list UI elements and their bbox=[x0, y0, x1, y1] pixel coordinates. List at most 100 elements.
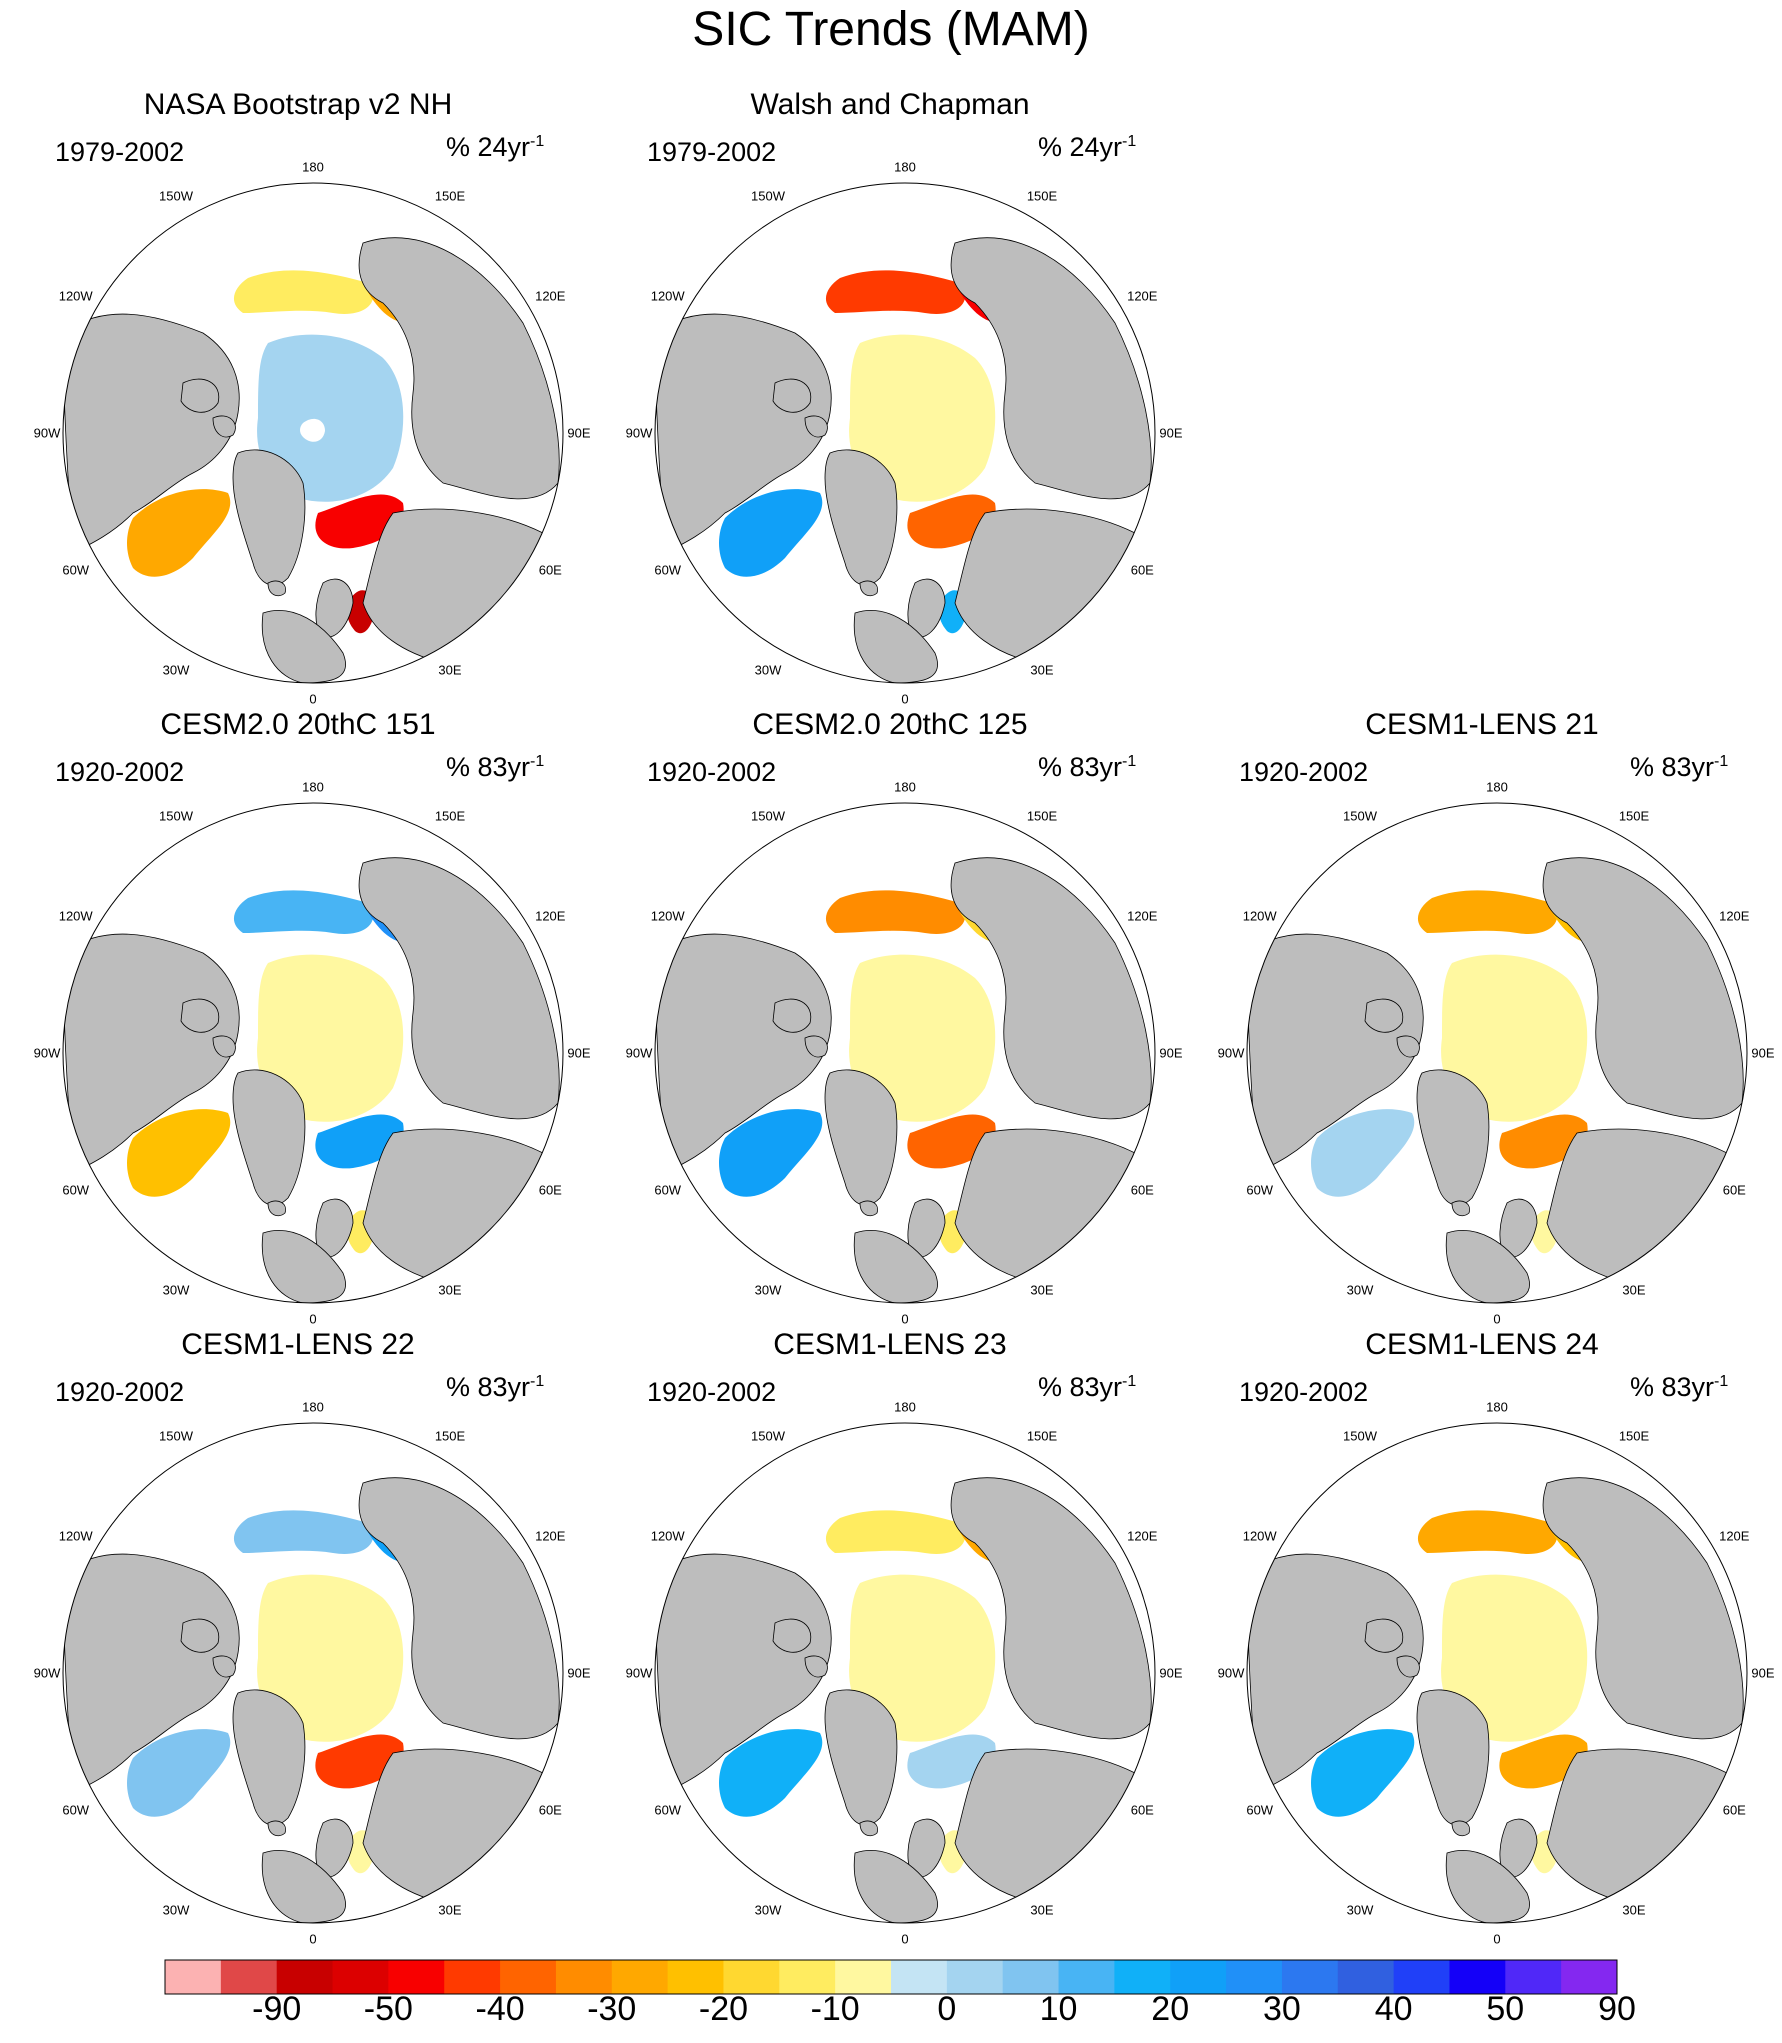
ice-trend-beaufort bbox=[233, 270, 374, 314]
land-mass bbox=[1499, 1818, 1538, 1878]
longitude-label: 150E bbox=[1618, 1428, 1650, 1444]
colorbar-tick-label: 20 bbox=[1151, 1990, 1190, 2028]
longitude-label: 120E bbox=[535, 288, 566, 304]
land-mass bbox=[1445, 1850, 1530, 1923]
longitude-label: 0 bbox=[309, 1931, 317, 1947]
map-boundary bbox=[62, 182, 564, 684]
longitude-label: 60E bbox=[1722, 1802, 1746, 1818]
ice-trend-central bbox=[849, 954, 996, 1122]
longitude-label: 60E bbox=[538, 1182, 562, 1198]
longitude-label: 180 bbox=[302, 779, 324, 795]
longitude-label: 150W bbox=[159, 1428, 193, 1444]
land-mass bbox=[1542, 1477, 1744, 1740]
land-mass bbox=[772, 998, 812, 1033]
longitude-label: 120E bbox=[1719, 908, 1750, 924]
colorbar-swatch bbox=[835, 1960, 892, 1994]
ice-trend-beaufort bbox=[1417, 1510, 1558, 1554]
longitude-label: 30E bbox=[438, 662, 462, 678]
colorbar-swatch bbox=[1337, 1960, 1395, 1994]
land-mass bbox=[358, 237, 560, 500]
colorbar-tick-label: -30 bbox=[587, 1990, 637, 2028]
longitude-label: 30W bbox=[162, 1282, 190, 1298]
polar-map bbox=[654, 802, 1156, 1304]
colorbar-swatch bbox=[723, 1960, 780, 1994]
land-mass bbox=[950, 1477, 1152, 1740]
land-mass bbox=[267, 580, 286, 597]
land-mass bbox=[358, 857, 560, 1120]
land-mass bbox=[907, 1818, 946, 1878]
colorbar-swatch bbox=[1505, 1960, 1562, 1994]
longitude-label: 150E bbox=[434, 808, 466, 824]
longitude-label: 120E bbox=[1127, 1528, 1158, 1544]
longitude-label: 60W bbox=[62, 1182, 90, 1198]
colorbar-swatch bbox=[332, 1960, 389, 1994]
land-mass bbox=[261, 610, 346, 683]
land-mass bbox=[261, 1230, 346, 1303]
colorbar-swatch bbox=[555, 1960, 613, 1994]
map-boundary bbox=[62, 802, 564, 1304]
longitude-label: 120E bbox=[1127, 908, 1158, 924]
ice-trend-baffin bbox=[719, 1109, 823, 1197]
land-mass bbox=[180, 1618, 220, 1653]
land-mass bbox=[212, 1655, 236, 1678]
land-mass bbox=[267, 1820, 286, 1837]
polar-map bbox=[654, 1422, 1156, 1924]
longitude-label: 150W bbox=[1343, 1428, 1377, 1444]
longitude-label: 120W bbox=[58, 288, 93, 304]
units-label: % 83yr-1 bbox=[446, 1372, 545, 1402]
longitude-label: 0 bbox=[1493, 1311, 1501, 1327]
colorbar-swatch bbox=[388, 1960, 445, 1994]
longitude-label: 180 bbox=[1486, 779, 1508, 795]
colorbar-tick-label: -50 bbox=[363, 1990, 413, 2028]
colorbar-tick-label: -90 bbox=[252, 1990, 302, 2028]
colorbar-swatch bbox=[444, 1960, 501, 1994]
longitude-label: 30W bbox=[1346, 1902, 1374, 1918]
land-mass bbox=[804, 415, 828, 438]
longitude-label: 30W bbox=[754, 662, 782, 678]
longitude-label: 120W bbox=[1242, 908, 1277, 924]
longitude-label: 90W bbox=[33, 1045, 61, 1061]
longitude-label: 120E bbox=[1127, 288, 1158, 304]
land-mass bbox=[907, 1198, 946, 1258]
polar-map bbox=[1246, 1422, 1748, 1924]
map-panel-cesm2_125: CESM2.0 20thC 125 1920-2002 % 83yr-1 180 150… bbox=[610, 708, 1183, 1327]
colorbar-tick-label: 30 bbox=[1263, 1990, 1301, 2028]
polar-map bbox=[1246, 802, 1748, 1304]
land-mass bbox=[261, 1850, 346, 1923]
longitude-label: 120E bbox=[535, 1528, 566, 1544]
longitude-label: 90E bbox=[567, 1045, 591, 1061]
land-mass bbox=[1396, 1655, 1420, 1678]
longitude-label: 90W bbox=[625, 425, 653, 441]
longitude-label: 150W bbox=[751, 188, 785, 204]
colorbar-tick-label: -40 bbox=[475, 1990, 525, 2028]
ice-trend-baffin bbox=[127, 1109, 231, 1197]
land-mass bbox=[315, 578, 354, 638]
panel-title: CESM1-LENS 24 bbox=[1365, 1328, 1599, 1361]
longitude-label: 90W bbox=[33, 1665, 61, 1681]
colorbar-tick-label: 10 bbox=[1039, 1990, 1078, 2028]
units-label: % 83yr-1 bbox=[1630, 1372, 1729, 1402]
colorbar-swatch bbox=[667, 1960, 724, 1994]
period-label: 1920-2002 bbox=[1239, 1377, 1369, 1407]
longitude-label: 60W bbox=[62, 562, 90, 578]
colorbar-swatch bbox=[946, 1960, 1004, 1994]
longitude-label: 120E bbox=[535, 908, 566, 924]
land-mass bbox=[315, 1198, 354, 1258]
longitude-label: 150E bbox=[1026, 808, 1058, 824]
land-mass bbox=[267, 1200, 286, 1217]
land-mass bbox=[907, 578, 946, 638]
polar-map bbox=[62, 1422, 564, 1924]
map-panel-nasa: NASA Bootstrap v2 NH 1979-2002 % 24yr-1 180… bbox=[18, 88, 591, 707]
panel-title: CESM1-LENS 22 bbox=[181, 1328, 415, 1361]
panel-title: NASA Bootstrap v2 NH bbox=[143, 88, 453, 121]
colorbar-swatch bbox=[1058, 1960, 1115, 1994]
longitude-label: 150W bbox=[159, 808, 193, 824]
longitude-label: 30W bbox=[754, 1902, 782, 1918]
longitude-label: 0 bbox=[309, 691, 317, 707]
polar-map bbox=[62, 802, 564, 1304]
longitude-label: 90W bbox=[625, 1665, 653, 1681]
map-boundary bbox=[654, 182, 1156, 684]
longitude-label: 0 bbox=[1493, 1931, 1501, 1947]
longitude-label: 120W bbox=[58, 908, 93, 924]
longitude-label: 90E bbox=[567, 1665, 591, 1681]
